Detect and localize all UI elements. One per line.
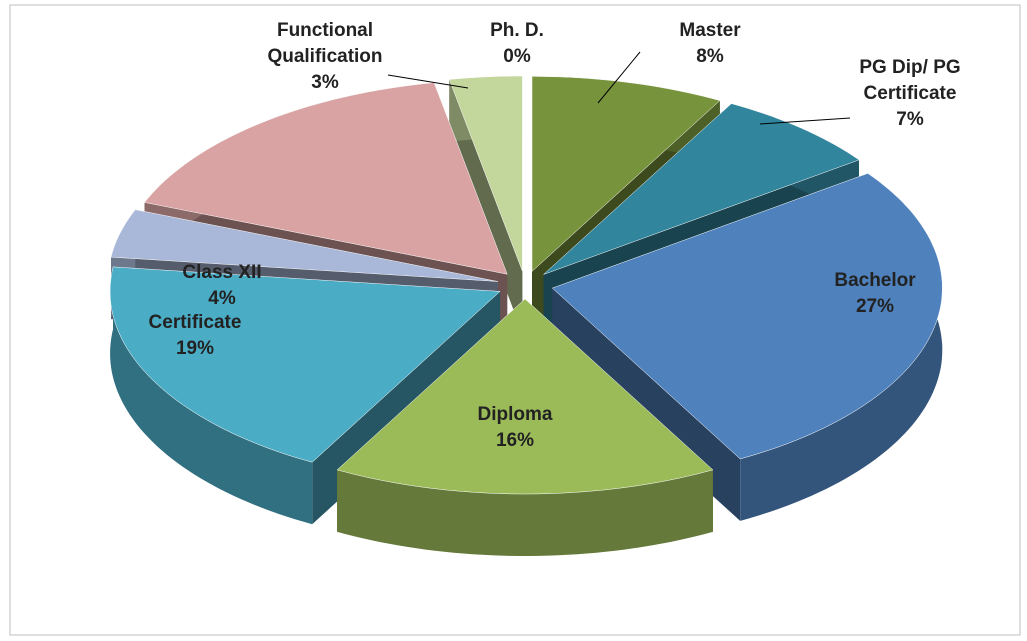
slice — [531, 76, 721, 272]
slice — [551, 173, 943, 460]
category-label: Ph. D. — [490, 20, 544, 41]
value-label: 19% — [175, 338, 215, 359]
value-label: 16% — [495, 430, 535, 451]
leader-line — [387, 74, 469, 89]
leader-line — [759, 117, 851, 125]
leader-line — [597, 51, 641, 104]
slice — [110, 209, 498, 282]
category-label: Master — [679, 20, 741, 41]
category-label: Bachelor — [834, 270, 916, 291]
slice — [448, 75, 523, 272]
slice-side — [110, 266, 313, 525]
category-label: Certificate — [148, 312, 242, 333]
value-label: 8% — [696, 46, 724, 67]
slice — [144, 82, 508, 275]
slice-side — [337, 469, 713, 556]
slice — [109, 266, 501, 463]
value-label: 0% — [503, 46, 531, 67]
value-label: 7% — [896, 109, 924, 130]
value-label: 4% — [208, 288, 236, 309]
value-label: 27% — [855, 296, 895, 317]
category-label: Functional Qualification — [267, 20, 383, 67]
value-label: 3% — [311, 72, 339, 93]
category-label: Diploma — [477, 404, 553, 425]
category-label: Class XII — [182, 262, 262, 283]
category-label: PG Dip/ PG Certificate — [859, 57, 961, 104]
slice-side — [740, 173, 943, 521]
slice — [336, 298, 714, 495]
slice — [543, 103, 860, 275]
